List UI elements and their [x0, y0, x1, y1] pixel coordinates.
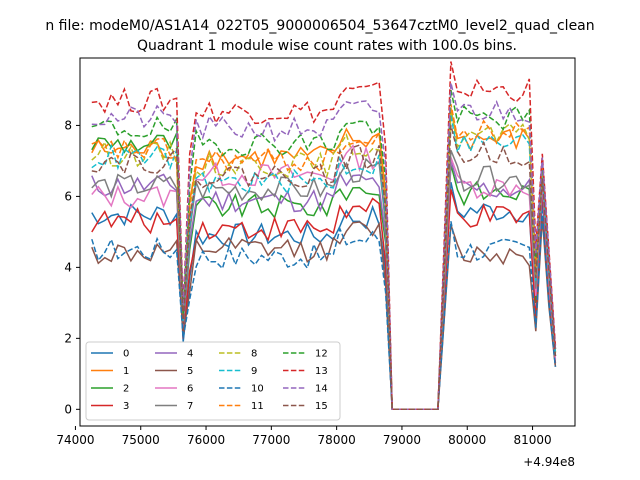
x-tick-label: 75000: [122, 433, 160, 447]
legend-label-6: 6: [187, 384, 193, 395]
series-line-10: [91, 210, 557, 411]
legend-label-14: 14: [315, 384, 328, 395]
legend-frame: [85, 341, 341, 421]
series-line-5: [91, 217, 557, 411]
series-line-6: [91, 144, 557, 411]
x-tick-label: 74000: [56, 433, 94, 447]
legend-label-4: 4: [187, 349, 193, 360]
chart-title: Quadrant 1 module wise count rates with …: [137, 38, 517, 54]
x-tick-label: 80000: [448, 433, 486, 447]
series-line-4: [91, 160, 557, 411]
y-tick-label: 6: [64, 189, 72, 203]
x-tick-label: 78000: [318, 433, 356, 447]
legend-label-13: 13: [315, 366, 328, 377]
series-line-14: [91, 82, 557, 411]
legend-label-9: 9: [251, 366, 257, 377]
y-tick-label: 8: [64, 118, 72, 132]
legend-label-0: 0: [123, 349, 129, 360]
series-line-13: [91, 61, 557, 411]
x-tick-label: 81000: [513, 433, 551, 447]
legend-label-5: 5: [187, 366, 193, 377]
figure-suptitle: n file: modeM0/AS1A14_022T05_9000006504_…: [45, 18, 594, 34]
series-layer: [91, 61, 557, 411]
legend-label-3: 3: [123, 401, 129, 412]
legend-label-12: 12: [315, 349, 328, 360]
series-line-9: [91, 114, 557, 411]
series-line-7: [91, 150, 557, 411]
y-tick-label: 0: [64, 402, 72, 416]
legend-label-2: 2: [123, 384, 129, 395]
y-tick-label: 2: [64, 331, 72, 345]
legend-label-10: 10: [251, 384, 264, 395]
series-line-3: [91, 189, 557, 411]
legend-label-8: 8: [251, 349, 257, 360]
legend-label-15: 15: [315, 401, 328, 412]
plot-frame: [79, 57, 576, 427]
series-line-15: [91, 125, 557, 411]
legend-label-7: 7: [187, 401, 193, 412]
legend-label-11: 11: [251, 401, 264, 412]
legend-label-1: 1: [123, 366, 129, 377]
x-tick-label: 76000: [187, 433, 225, 447]
x-offset-label: +4.94e8: [523, 455, 575, 469]
x-tick-label: 77000: [252, 433, 290, 447]
y-tick-label: 4: [64, 260, 72, 274]
x-tick-label: 79000: [383, 433, 421, 447]
axis-layer: 74000 75000 76000 77000 78000 79000 80000 81000…: [56, 118, 551, 447]
